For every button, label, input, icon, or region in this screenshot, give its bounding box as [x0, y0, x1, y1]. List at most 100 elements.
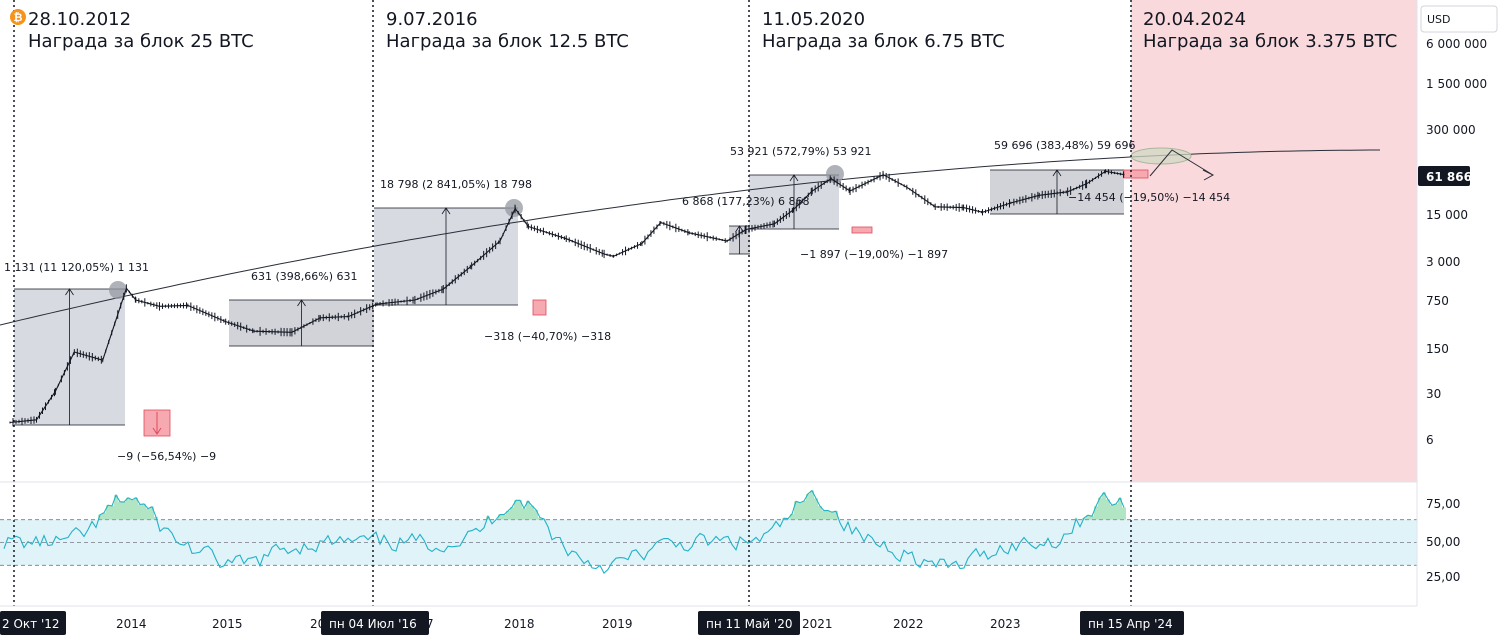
- measurement-labels: 1 131 (11 120,05%) 1 131 −9 (−56,54%) −9…: [4, 139, 1230, 463]
- halving-annotations: 28.10.2012 Награда за блок 25 BTC 9.07.2…: [28, 9, 1397, 52]
- rsi-overbought-fill: [118, 501, 122, 520]
- time-highlight-label: пн 11 Май '20: [706, 617, 792, 631]
- projection-arrow: [1149, 149, 1215, 181]
- rsi-overbought-fill: [1118, 498, 1122, 520]
- halving-date: 20.04.2024: [1143, 9, 1246, 30]
- rsi-overbought-fill: [1122, 507, 1126, 520]
- time-highlight-box: [321, 611, 429, 635]
- rsi-overbought-fill: [1098, 497, 1102, 520]
- rsi-overbought-fill: [122, 502, 126, 520]
- peak-marker: [505, 199, 523, 217]
- post-halving-zone: [1131, 0, 1417, 482]
- measure-label: −318 (−40,70%) −318: [484, 330, 611, 343]
- measure-label: −14 454 (−19,50%) −14 454: [1068, 191, 1230, 204]
- rsi-overbought-fills: [98, 490, 1126, 520]
- rsi-overbought-fill: [538, 517, 542, 520]
- rsi-overbought-fill: [142, 503, 146, 520]
- measure-label: 18 798 (2 841,05%) 18 798: [380, 178, 532, 191]
- time-tick-label: 2021: [802, 617, 833, 631]
- rsi-overbought-fill: [130, 499, 134, 520]
- rsi-overbought-fill: [110, 505, 114, 520]
- rsi-overbought-fill: [814, 498, 818, 520]
- time-highlight-label: пн 15 Апр '24: [1088, 617, 1173, 631]
- time-tick-label: 2014: [116, 617, 147, 631]
- currency-button[interactable]: USD: [1420, 5, 1498, 33]
- rsi-overbought-fill: [798, 502, 802, 520]
- price-tick-label: 1 500 000: [1426, 77, 1487, 91]
- current-price-label: 61 866: [1426, 170, 1472, 184]
- halving-reward: Награда за блок 3.375 BTC: [1143, 31, 1397, 52]
- halving-date: 28.10.2012: [28, 9, 131, 30]
- rsi-axis[interactable]: 75,00 50,00 25,00: [1426, 497, 1460, 584]
- rsi-overbought-fill: [98, 514, 102, 520]
- rsi-overbought-fill: [802, 501, 806, 520]
- rsi-overbought-fill: [522, 508, 526, 520]
- rsi-overbought-fill: [134, 497, 138, 520]
- rsi-overbought-fill: [530, 505, 534, 520]
- price-tick-label: 6 000 000: [1426, 37, 1487, 51]
- rsi-overbought-fill: [506, 510, 510, 520]
- rsi-overbought-fill: [106, 505, 110, 520]
- rsi-overbought-fill: [102, 512, 106, 520]
- drawdown-box: [1123, 169, 1149, 179]
- time-highlight-box: [698, 611, 800, 635]
- price-axis[interactable]: 6 000 000 1 500 000 300 000 15 000 3 000…: [1418, 37, 1487, 447]
- range-arrow-head: [65, 288, 74, 296]
- range-arrow-head: [441, 207, 451, 215]
- price-tick-label: 15 000: [1426, 208, 1468, 222]
- rsi-overbought-fill: [794, 501, 798, 520]
- rsi-overbought-fill: [510, 507, 514, 520]
- rsi-overbought-fill: [1094, 506, 1098, 520]
- price-tick-label: 30: [1426, 387, 1441, 401]
- price-tick-label: 750: [1426, 294, 1449, 308]
- rsi-overbought-fill: [502, 514, 506, 520]
- drawdown-box: [851, 226, 873, 234]
- measure-label: 631 (398,66%) 631: [251, 270, 358, 283]
- halving-lines: [13, 0, 1132, 606]
- rsi-overbought-fill: [822, 510, 826, 520]
- rsi-level-lines: [0, 519, 1417, 566]
- rsi-tick-label: 75,00: [1426, 497, 1460, 511]
- time-axis[interactable]: 2014 2015 20 7 2018 2019 2021 2022 2023 …: [0, 611, 1184, 635]
- current-price-tag[interactable]: 61 866: [1418, 166, 1472, 186]
- rsi-overbought-fill: [834, 511, 838, 520]
- time-tick-label: 7: [426, 617, 434, 631]
- time-tick-label: 2018: [504, 617, 535, 631]
- halving-date: 11.05.2020: [762, 9, 865, 30]
- time-highlight-label: 2 Окт '12: [2, 617, 60, 631]
- rsi-overbought-fill: [126, 497, 130, 520]
- measure-label: 1 131 (11 120,05%) 1 131: [4, 261, 149, 274]
- price-line: [9, 170, 1125, 424]
- time-tick-label: 2022: [893, 617, 924, 631]
- rsi-overbought-fill: [830, 512, 834, 520]
- rsi-overbought-fill: [114, 495, 118, 520]
- measure-label: −9 (−56,54%) −9: [117, 450, 216, 463]
- halving-reward: Награда за блок 25 BTC: [28, 31, 254, 52]
- rsi-overbought-fill: [526, 501, 530, 520]
- halving-reward: Награда за блок 6.75 BTC: [762, 31, 1005, 52]
- rsi-overbought-fill: [138, 504, 142, 520]
- range-arrow-head: [789, 174, 799, 182]
- time-highlight-box: [0, 611, 66, 635]
- rsi-overbought-fill: [826, 510, 830, 520]
- measure-label: 53 921 (572,79%) 53 921: [730, 145, 872, 158]
- price-tick-label: 150: [1426, 342, 1449, 356]
- rsi-overbought-fill: [1110, 505, 1114, 520]
- range-arrow-head: [1052, 169, 1062, 177]
- rsi-overbought-fill: [1114, 503, 1118, 520]
- drawdown-arrow-head: [152, 427, 162, 435]
- bitcoin-icon[interactable]: ₿: [10, 9, 26, 25]
- measure-label: −1 897 (−19,00%) −1 897: [800, 248, 948, 261]
- rsi-overbought-fill: [818, 506, 822, 520]
- rsi-overbought-fill: [1090, 516, 1094, 520]
- time-tick-label: 2023: [990, 617, 1021, 631]
- rsi-tick-label: 50,00: [1426, 535, 1460, 549]
- price-tick-label: 6: [1426, 433, 1434, 447]
- rsi-overbought-fill: [810, 490, 814, 520]
- measure-label: 59 696 (383,48%) 59 696: [994, 139, 1136, 152]
- svg-text:₿: ₿: [14, 11, 23, 24]
- rsi-overbought-fill: [486, 516, 490, 520]
- peak-marker: [109, 281, 127, 299]
- rsi-overbought-fill: [1102, 492, 1106, 520]
